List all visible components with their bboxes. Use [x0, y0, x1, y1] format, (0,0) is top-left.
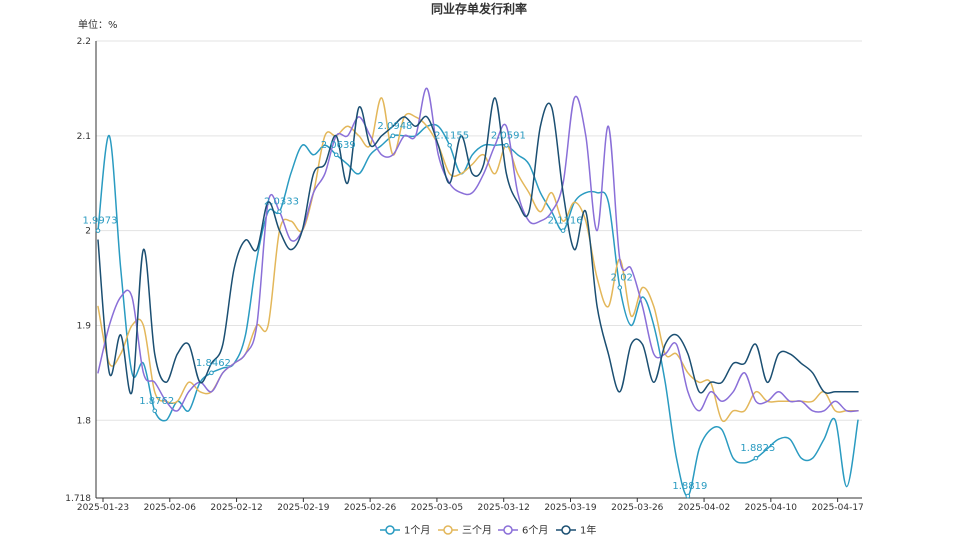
data-point-marker	[95, 228, 101, 233]
data-point-marker	[152, 408, 158, 414]
data-label: 1.8762	[139, 396, 174, 407]
x-tick-label: 2025-03-05	[411, 503, 463, 513]
x-tick-label: 2025-03-26	[611, 503, 664, 513]
data-label: 2.02	[611, 273, 633, 284]
data-point-marker	[390, 133, 396, 139]
x-tick-label: 2025-01-23	[77, 503, 129, 513]
x-tick-label: 2025-02-06	[144, 503, 197, 513]
x-tick-label: 2025-02-12	[210, 503, 262, 513]
x-tick-label: 2025-03-12	[478, 503, 530, 513]
x-tick-label: 2025-04-02	[678, 503, 730, 513]
y-tick-label: 2	[85, 227, 91, 237]
data-point-marker	[617, 285, 623, 290]
legend-label: 三个月	[462, 525, 492, 537]
y-axis-unit-label: 单位：%	[78, 18, 118, 31]
legend-swatch-marker	[443, 525, 453, 535]
y-tick-label: 1.9	[77, 321, 92, 331]
data-label: 2.1155	[434, 130, 469, 141]
axes: 1.718 1.8 1.9 2 2.1 2.2 2025-01-23 2025-02-06 20…	[65, 37, 864, 513]
data-label: 2.0333	[264, 197, 299, 208]
y-tick-label: 2.1	[77, 132, 91, 142]
y-tick-label: 1.8	[77, 416, 92, 426]
data-label: 2.0948	[377, 121, 412, 132]
x-tick-label: 2025-02-26	[344, 503, 397, 513]
legend-swatch-marker	[385, 525, 395, 535]
series-line-3	[97, 87, 859, 413]
legend: 1个月 三个月 6个月 1年	[380, 524, 596, 537]
data-label: 2.0591	[491, 130, 526, 141]
series-lines	[97, 87, 859, 497]
y-tick-label: 1.718	[65, 494, 91, 504]
data-point-marker	[333, 152, 339, 158]
data-point-marker	[209, 370, 214, 376]
data-point-marker	[504, 142, 509, 148]
legend-swatch-marker	[561, 525, 571, 535]
x-tick-label: 2025-03-19	[544, 503, 597, 513]
data-point-marker	[560, 228, 566, 233]
data-label: 2.0639	[321, 140, 356, 151]
data-label: 1.8825	[740, 443, 775, 454]
data-point-marker	[685, 493, 691, 499]
legend-label: 1个月	[404, 525, 430, 537]
x-tick-label: 2025-02-19	[277, 503, 330, 513]
x-tick-label: 2025-04-10	[745, 503, 798, 513]
legend-label: 1年	[580, 524, 596, 537]
data-label: 1.8462	[196, 358, 231, 369]
legend-swatch-marker	[503, 525, 513, 535]
data-point-marker	[447, 142, 452, 148]
data-point-marker	[753, 455, 759, 461]
data-labels: 1.9973 1.8762 1.8462 2.0333 2.0639 2.0948 2.11…	[83, 121, 775, 499]
legend-label: 6个月	[522, 525, 548, 537]
data-label: 1.8819	[672, 481, 707, 492]
data-label: 2.1116	[548, 216, 583, 227]
y-tick-label: 2.2	[77, 37, 91, 47]
series-line-1	[97, 123, 859, 497]
x-tick-label: 2025-04-17	[811, 503, 863, 513]
chart-title: 同业存单发行利率	[431, 1, 527, 16]
data-point-marker	[277, 209, 282, 214]
series-line-4	[97, 97, 859, 395]
data-label: 1.9973	[83, 216, 118, 227]
gridlines	[96, 40, 862, 421]
